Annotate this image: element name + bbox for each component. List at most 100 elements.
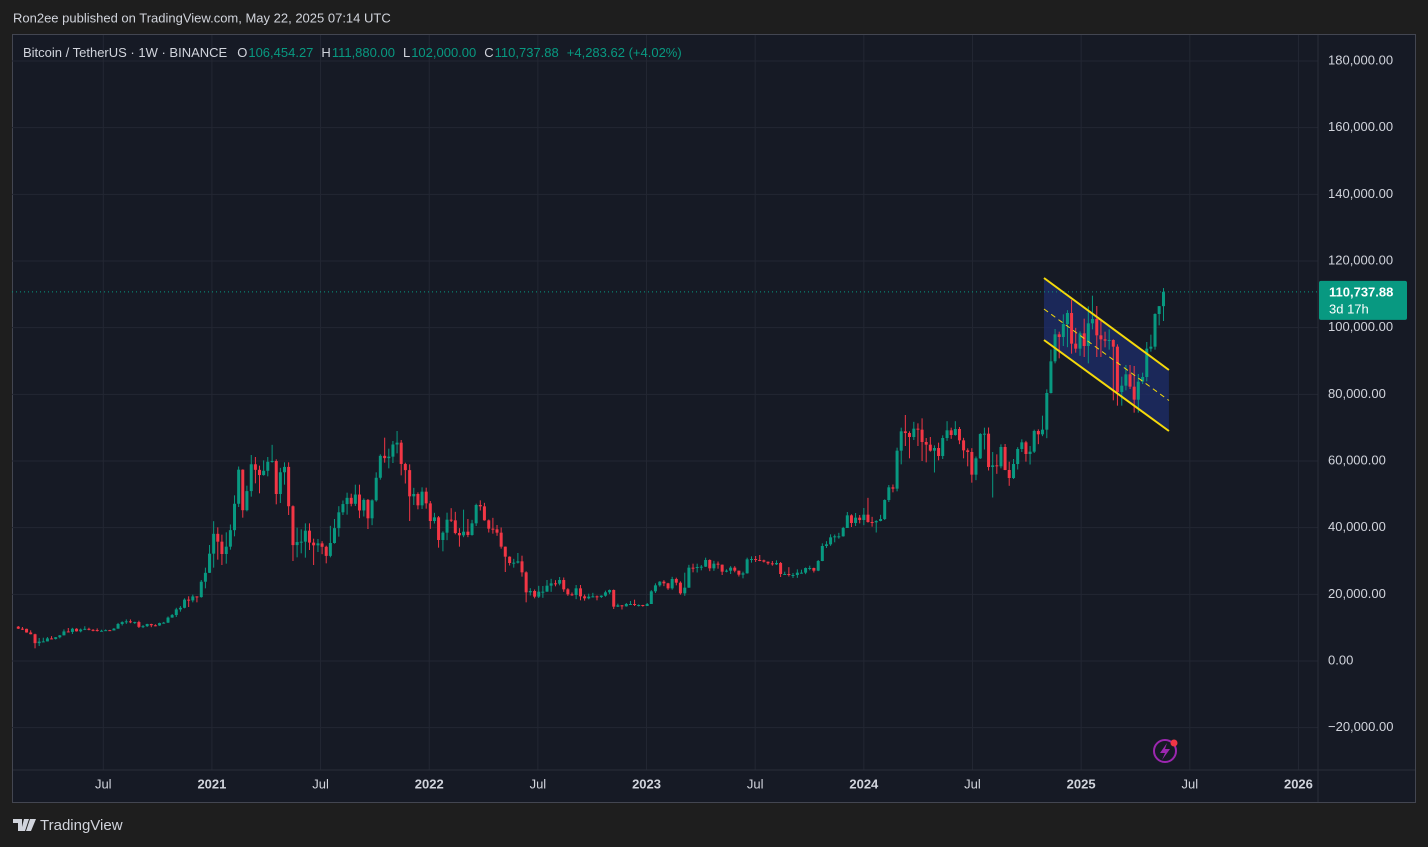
candle-body bbox=[1115, 346, 1119, 392]
candle-body bbox=[241, 469, 245, 511]
y-tick-label: 0.00 bbox=[1328, 652, 1353, 667]
candle-body bbox=[399, 442, 403, 464]
candle-body bbox=[453, 520, 457, 533]
candle-body bbox=[708, 560, 712, 569]
candle-body bbox=[307, 530, 311, 543]
candle-body bbox=[945, 430, 949, 438]
candle-body bbox=[328, 543, 332, 556]
candle-body bbox=[395, 442, 399, 445]
candle-body bbox=[54, 637, 58, 639]
candle-body bbox=[528, 591, 532, 593]
candle-body bbox=[1145, 348, 1149, 377]
candle-body bbox=[1045, 393, 1049, 430]
candle-body bbox=[858, 517, 862, 520]
ohlc-value: 111,880.00 bbox=[331, 45, 395, 60]
candle-body bbox=[566, 589, 570, 595]
candle-body bbox=[208, 553, 212, 573]
candle-body bbox=[220, 541, 224, 554]
candle-body bbox=[637, 605, 641, 606]
candle-body bbox=[1049, 361, 1053, 393]
candle-body bbox=[245, 491, 249, 511]
candle-body bbox=[916, 428, 920, 430]
candle-body bbox=[25, 628, 29, 633]
candle-body bbox=[716, 563, 720, 565]
candle-body bbox=[104, 630, 108, 632]
candle-body bbox=[1107, 340, 1111, 341]
candle-body bbox=[583, 596, 587, 599]
candle-body bbox=[995, 465, 999, 467]
candle-body bbox=[795, 572, 799, 575]
channel-median bbox=[1043, 308, 1170, 401]
candle-body bbox=[666, 583, 670, 589]
candle-body bbox=[324, 546, 328, 556]
candle-body bbox=[741, 573, 745, 575]
candle-body bbox=[520, 561, 524, 573]
candle-body bbox=[29, 632, 33, 635]
candle-body bbox=[428, 503, 432, 521]
candle-body bbox=[724, 570, 728, 572]
candle-body bbox=[170, 615, 174, 618]
candle-body bbox=[883, 500, 887, 519]
x-tick-label: Jul bbox=[1181, 776, 1198, 791]
candle-body bbox=[978, 434, 982, 459]
candle-body bbox=[841, 528, 845, 537]
candle-body bbox=[907, 433, 911, 437]
candle-body bbox=[932, 448, 936, 451]
candle-body bbox=[320, 543, 324, 547]
candle-body bbox=[212, 533, 216, 554]
candle-body bbox=[924, 442, 928, 445]
candle-body bbox=[183, 599, 187, 608]
candle-body bbox=[195, 596, 199, 598]
candle-body bbox=[474, 505, 478, 524]
candle-body bbox=[553, 583, 557, 585]
candle-body bbox=[20, 628, 24, 630]
candle-body bbox=[574, 588, 578, 595]
candle-body bbox=[216, 533, 220, 542]
brand-logo: TradingView bbox=[13, 817, 123, 834]
candle-body bbox=[987, 433, 991, 467]
candle-body bbox=[1128, 374, 1132, 387]
candle-body bbox=[674, 579, 678, 583]
candle-body bbox=[545, 585, 549, 592]
ohlc-values: O106,454.27 H111,880.00 L102,000.00 C110,73… bbox=[237, 45, 567, 60]
x-tick-label: Jul bbox=[530, 776, 547, 791]
y-tick-label: 20,000.00 bbox=[1328, 586, 1386, 601]
candle-body bbox=[587, 596, 591, 599]
candle-body bbox=[316, 543, 320, 546]
candle-body bbox=[120, 622, 124, 624]
candle-body bbox=[416, 494, 420, 506]
candle-body bbox=[891, 487, 895, 489]
brand-mark bbox=[13, 819, 36, 831]
candle-body bbox=[1161, 291, 1165, 307]
candle-body bbox=[1141, 377, 1145, 382]
candle-body bbox=[783, 574, 787, 575]
candle-body bbox=[1036, 431, 1040, 435]
candle-body bbox=[45, 638, 49, 642]
candle-body bbox=[982, 433, 986, 435]
candle-body bbox=[653, 585, 657, 592]
candle-body bbox=[603, 592, 607, 596]
candle-body bbox=[70, 628, 74, 632]
candle-body bbox=[837, 536, 841, 538]
candle-body bbox=[874, 521, 878, 523]
candle-body bbox=[683, 587, 687, 594]
ohlc-key: L bbox=[402, 45, 411, 60]
candle-body bbox=[624, 604, 628, 607]
candle-body bbox=[1153, 314, 1157, 347]
candle-body bbox=[953, 429, 957, 435]
publisher-line: Ron2ee published on TradingView.com, May… bbox=[13, 10, 391, 25]
candle-body bbox=[1012, 464, 1016, 478]
candle-body bbox=[999, 447, 1003, 467]
candle-body bbox=[949, 430, 953, 435]
alert-icon[interactable] bbox=[1153, 739, 1178, 763]
candle-body bbox=[816, 561, 820, 571]
candle-body bbox=[383, 455, 387, 459]
candle-body bbox=[274, 461, 278, 494]
candle-body bbox=[357, 494, 361, 511]
candle-body bbox=[133, 622, 137, 624]
candle-body bbox=[153, 625, 157, 627]
alert-dot bbox=[1170, 739, 1178, 747]
candle-body bbox=[704, 560, 708, 567]
candle-body bbox=[1157, 306, 1161, 314]
candle-body bbox=[37, 641, 41, 644]
